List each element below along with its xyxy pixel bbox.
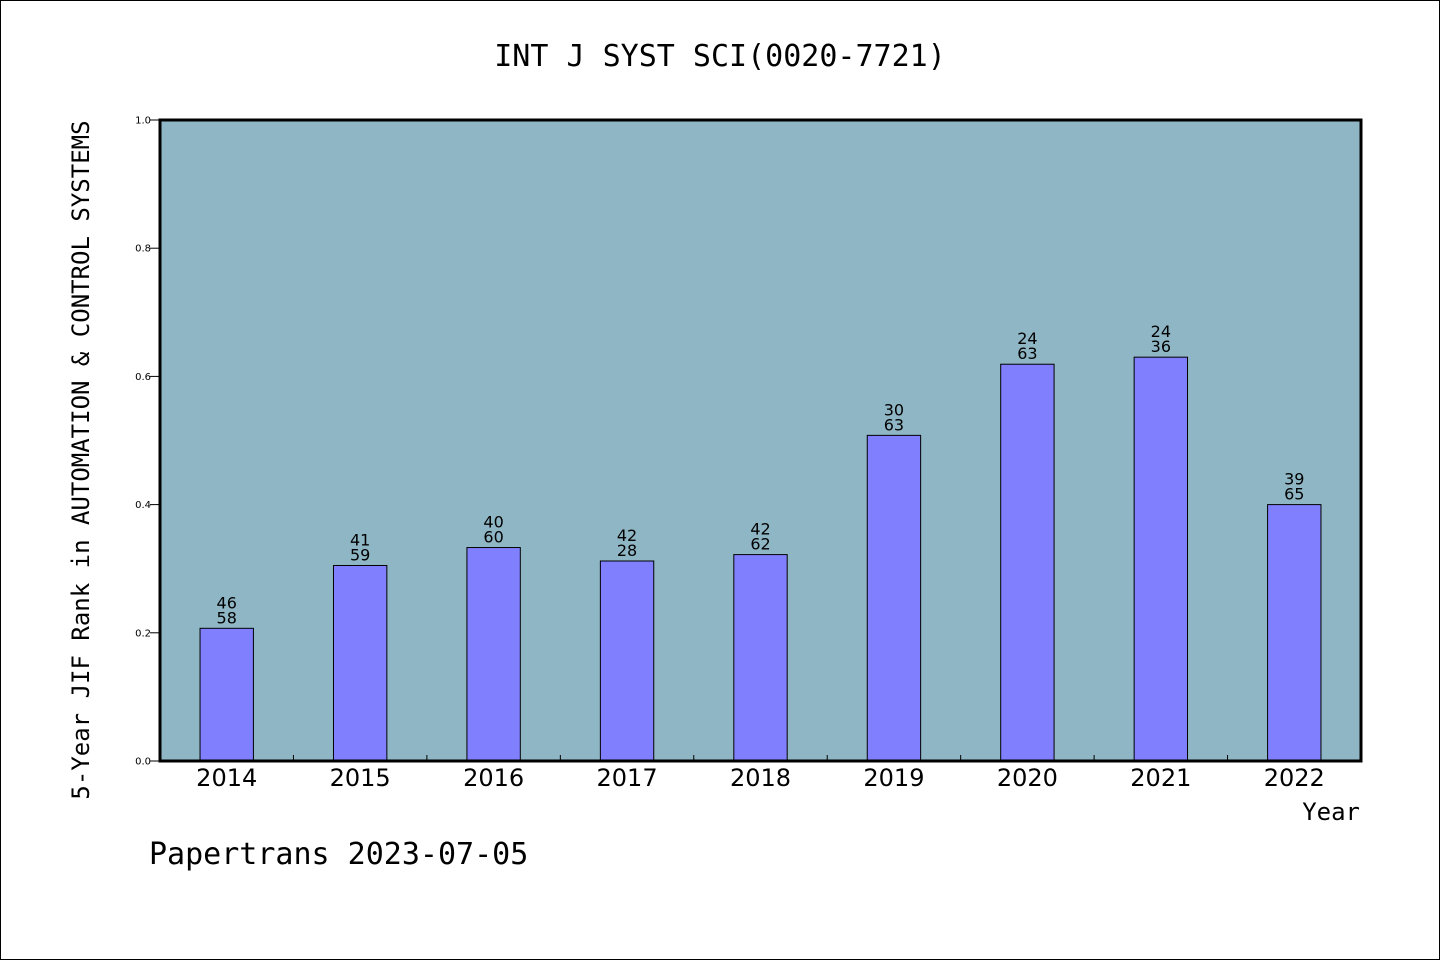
bar-label-top-2022: 39 [1284,470,1304,489]
bar-label-top-2020: 24 [1017,329,1037,348]
y-tick-label-0.2: 0.2 [135,628,151,639]
bar-2020 [1000,363,1055,762]
plot-frame [158,118,1363,763]
y-tick-label-1.0: 1.0 [135,116,151,127]
bar-label-top-2019: 30 [884,400,904,419]
bar-label-bottom-2015: 59 [350,545,370,564]
x-tick-label-2018: 2018 [730,764,791,792]
bar-label-bottom-2016: 60 [483,528,503,547]
y-tick-label-0.8: 0.8 [135,244,151,255]
bar-label-top-2016: 40 [483,513,503,532]
bar-label-top-2017: 42 [617,526,637,545]
y-tick-label-0.4: 0.4 [135,500,151,511]
x-tick-label-2021: 2021 [1130,764,1191,792]
x-tick-label-2014: 2014 [196,764,257,792]
y-axis-ticks: 0.0 0.2 0.4 0.6 0.8 1.0 [135,116,160,768]
bar-label-bottom-2021: 36 [1151,337,1171,356]
bar-label-top-2021: 24 [1151,322,1171,341]
bar-label-bottom-2017: 28 [617,541,637,560]
bar-label-bottom-2014: 58 [217,608,237,627]
bar-2018 [733,554,788,762]
bar-label-top-2015: 41 [350,530,370,549]
x-tick-label-2022: 2022 [1264,764,1325,792]
y-tick-label-0.0: 0.0 [135,757,151,768]
x-tick-label-2016: 2016 [463,764,524,792]
x-tick-label-2019: 2019 [863,764,924,792]
y-axis-label: 5-Year JIF Rank in AUTOMATION & CONTROL … [67,120,95,799]
chart-title: INT J SYST SCI(0020-7721) [494,39,946,74]
bar-label-top-2018: 42 [750,520,770,539]
bar-label-bottom-2019: 63 [884,415,904,434]
bar-label-bottom-2018: 62 [750,535,770,554]
bar-2021 [1133,356,1189,762]
bars-group [199,356,1322,762]
bar-2022 [1267,504,1322,762]
footer-text: Papertrans 2023-07-05 [149,837,528,872]
bar-2016 [466,547,521,762]
bar-label-top-2014: 46 [217,593,237,612]
y-tick-label-0.6: 0.6 [135,372,151,383]
bar-2017 [599,560,655,762]
bar-label-bottom-2022: 65 [1284,485,1304,504]
x-axis-label: Year [1302,798,1360,826]
bar-label-bottom-2020: 63 [1017,344,1037,363]
bar-2015 [332,564,388,762]
x-tick-label-2015: 2015 [330,764,391,792]
x-tick-label-2017: 2017 [597,764,658,792]
bar-2014 [199,627,254,762]
x-tick-label-2020: 2020 [997,764,1058,792]
bar-2019 [866,434,922,762]
x-axis-ticks: 2014 2015 2016 2017 2018 2019 2020 2021 2022 [196,755,1325,792]
